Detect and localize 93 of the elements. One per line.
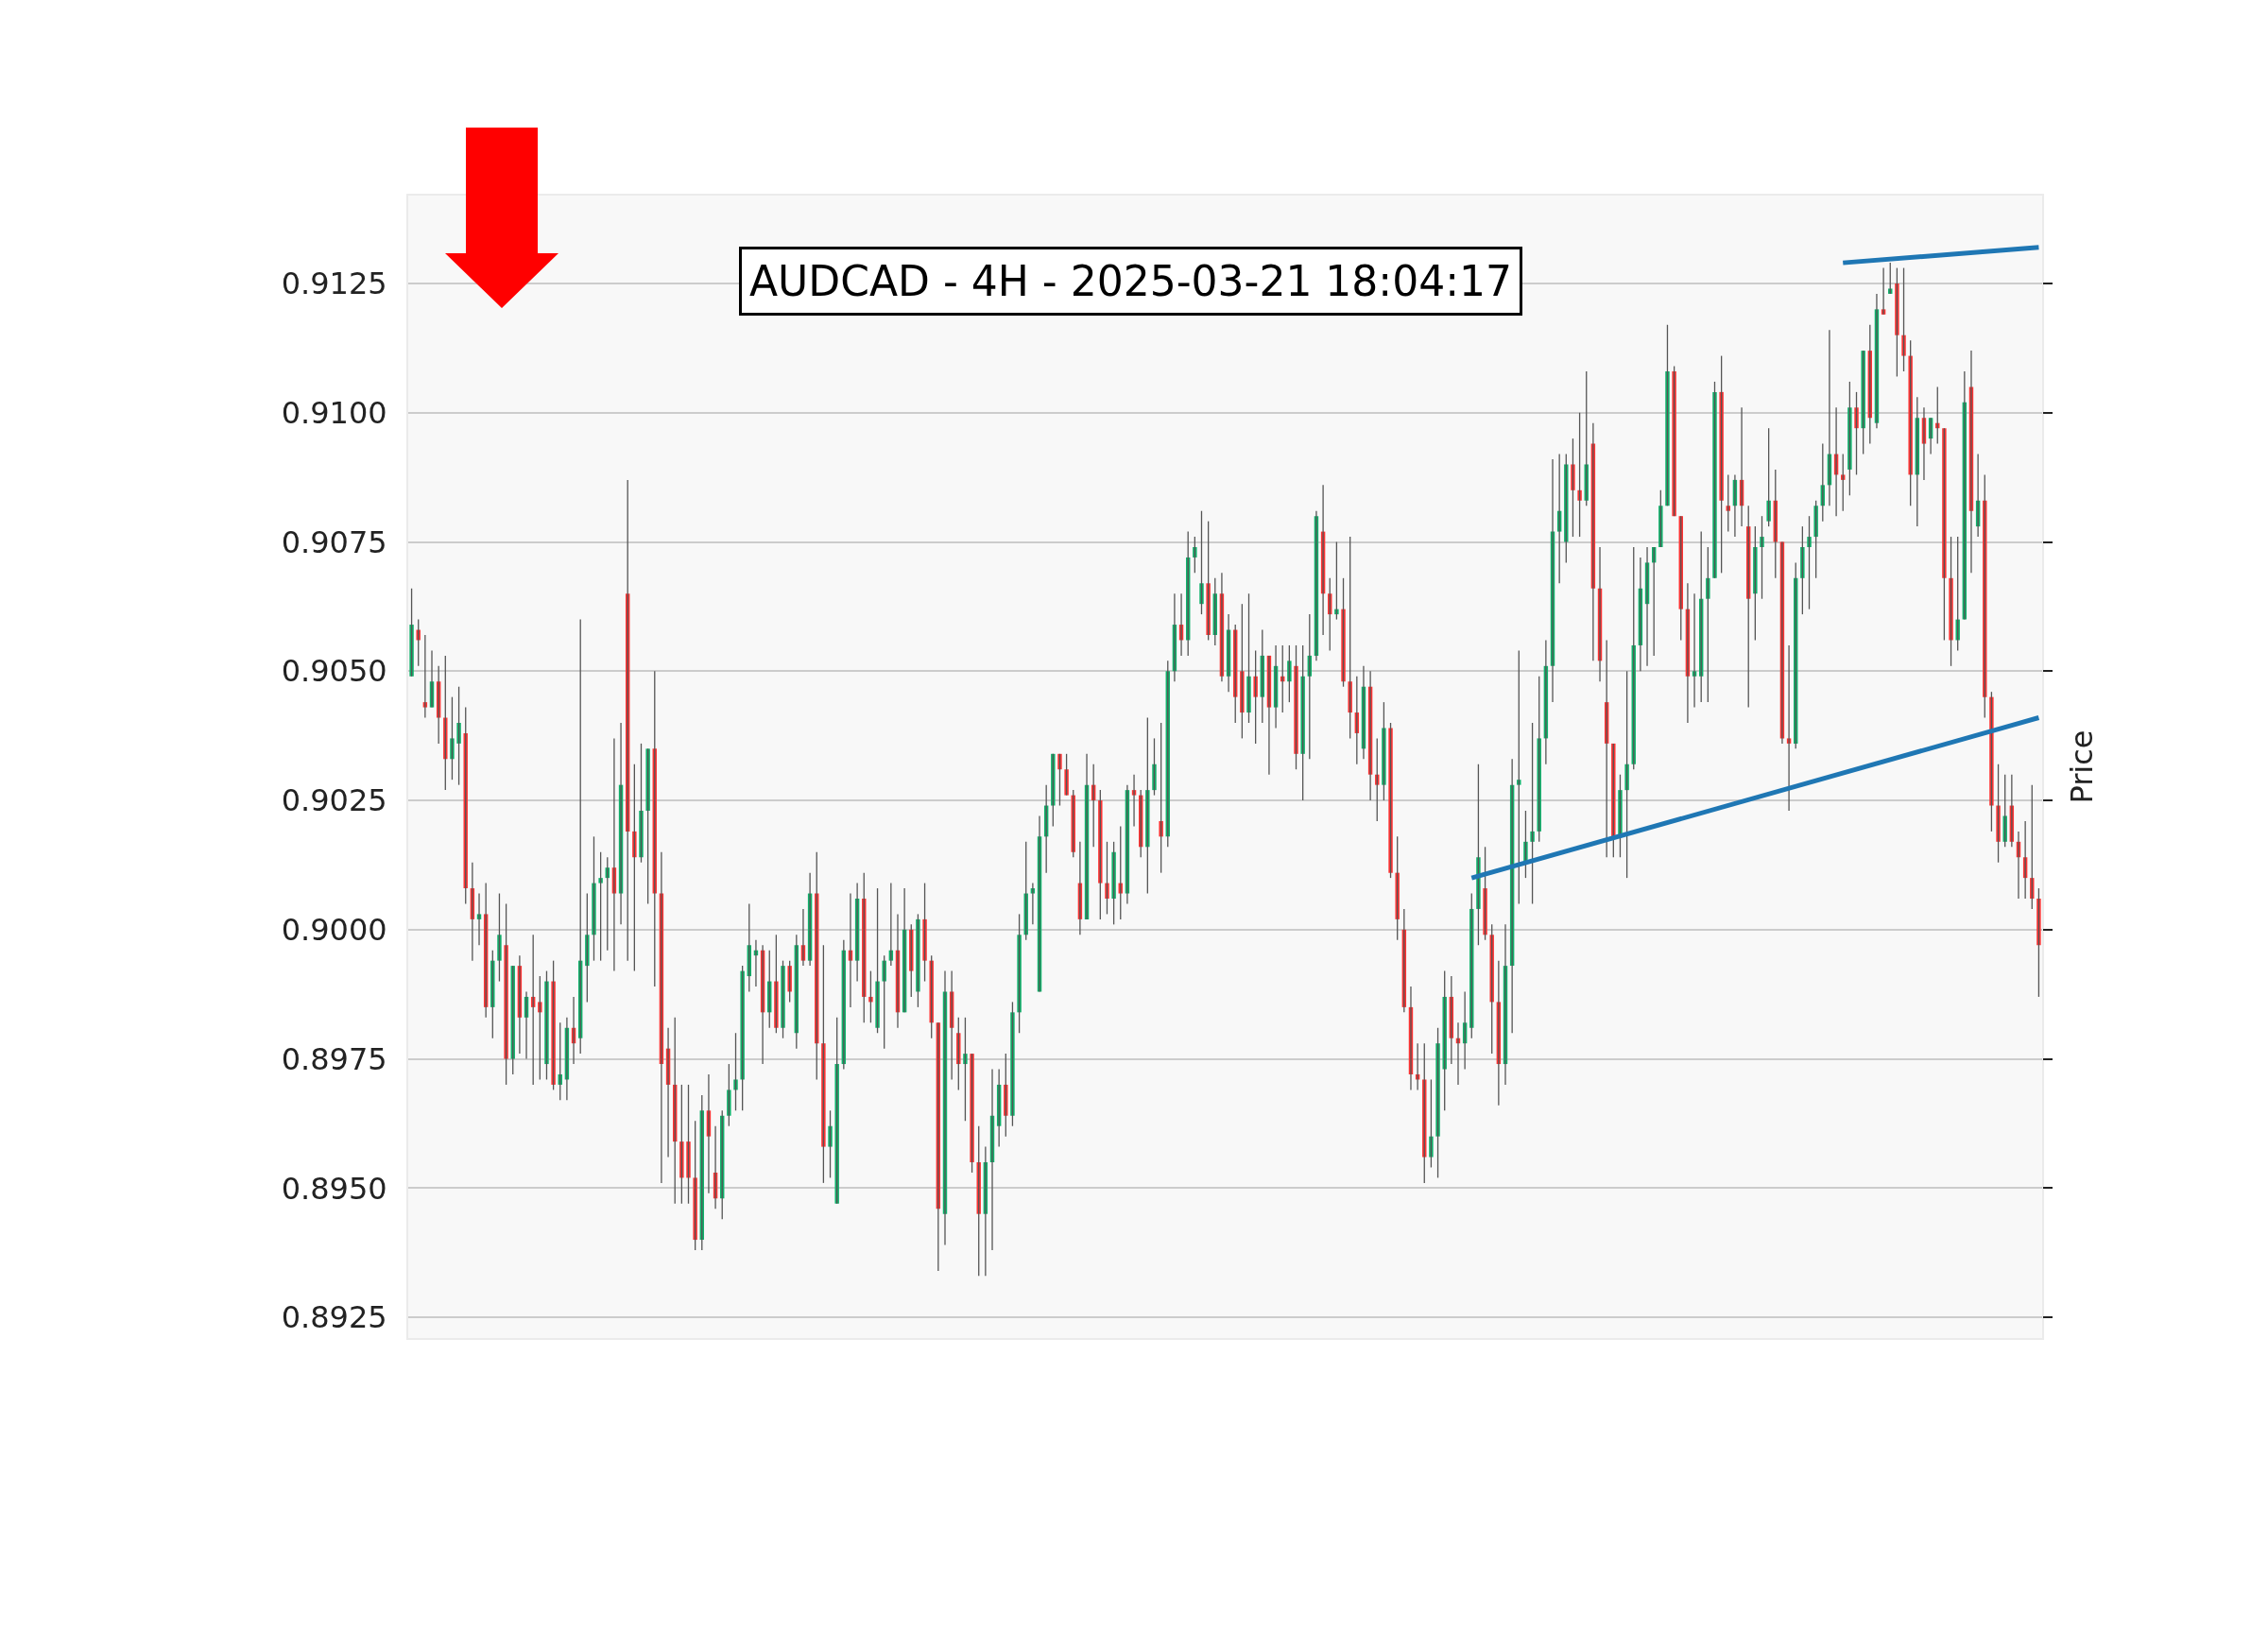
candlestick <box>1395 835 1400 941</box>
candlestick <box>821 944 826 1184</box>
y-tick-label: 0.9125 <box>281 266 387 302</box>
candlestick <box>2036 887 2041 998</box>
candlestick <box>1098 789 1103 920</box>
candlestick <box>1530 722 1535 905</box>
candlestick <box>1564 453 1569 564</box>
candlestick <box>970 1053 974 1174</box>
candlestick <box>1571 438 1575 538</box>
candlestick <box>781 960 785 1039</box>
candlestick <box>1908 339 1913 506</box>
candlestick <box>1813 500 1818 579</box>
candlestick <box>727 1063 731 1127</box>
candlestick <box>497 892 502 983</box>
y-tick-label: 0.9100 <box>281 394 387 431</box>
candlestick <box>409 588 414 678</box>
candlestick <box>1017 913 1022 1034</box>
candlestick <box>1064 753 1069 797</box>
candlestick <box>1300 644 1305 801</box>
candlestick <box>1658 489 1663 548</box>
candlestick <box>1382 701 1386 801</box>
candlestick <box>1854 391 1859 476</box>
candlestick <box>1753 525 1758 642</box>
candlestick <box>1388 722 1393 879</box>
candlestick <box>585 892 590 1004</box>
candlestick <box>1442 969 1447 1111</box>
candlestick <box>733 1032 738 1111</box>
candlestick <box>693 1120 697 1251</box>
candlestick <box>916 913 920 1008</box>
candlestick <box>834 1017 839 1205</box>
candlestick <box>828 1109 833 1179</box>
candlestick <box>1665 324 1670 506</box>
candlestick <box>1051 753 1056 828</box>
candlestick <box>1145 716 1150 895</box>
candlestick <box>490 950 495 1039</box>
y-tick-label: 0.8925 <box>281 1299 387 1336</box>
y-tick-label: 0.9025 <box>281 782 387 819</box>
candlestick <box>1010 1001 1015 1127</box>
candlestick <box>1004 1053 1008 1138</box>
y-tick-label: 0.9000 <box>281 912 387 949</box>
candlestick <box>645 747 650 905</box>
candlestick <box>1193 536 1197 574</box>
candlestick <box>922 882 927 983</box>
candlestick <box>1517 649 1521 905</box>
candlestick <box>1287 644 1292 703</box>
candlestick <box>740 965 745 1111</box>
candlestick <box>1996 764 2001 864</box>
candlestick <box>1766 427 1771 527</box>
candlestick <box>1577 412 1582 538</box>
candlestick <box>774 934 779 1034</box>
candlestick <box>504 902 508 1086</box>
candlestick <box>1847 381 1852 496</box>
candlestick <box>1861 350 1865 455</box>
candlestick <box>956 1017 961 1091</box>
candlestick <box>1800 525 1805 615</box>
candlestick <box>1807 515 1812 610</box>
candlestick <box>2030 784 2035 910</box>
candlestick <box>1240 603 1245 740</box>
candlestick <box>1895 266 1899 378</box>
candlestick <box>1348 536 1352 740</box>
candlestick <box>963 1017 968 1122</box>
candlestick <box>1253 649 1258 745</box>
candlestick <box>1706 546 1710 703</box>
candlestick <box>551 960 556 1091</box>
candlestick <box>1341 577 1346 688</box>
y-tick-label: 0.9075 <box>281 523 387 560</box>
candlestick <box>598 851 603 962</box>
candlestick <box>639 743 644 864</box>
candlestick <box>1719 354 1724 574</box>
candlestick <box>1672 365 1676 517</box>
candlestick <box>1901 266 1906 372</box>
candlestick <box>1199 510 1204 615</box>
candlestick <box>1942 427 1947 642</box>
candlestick <box>1206 521 1211 642</box>
candlestick <box>456 686 461 786</box>
candlestick <box>1435 1027 1440 1179</box>
candlestick <box>882 954 886 1050</box>
candlestick <box>1429 1078 1434 1169</box>
y-tick-label: 0.9050 <box>281 653 387 690</box>
y-axis-title: Price <box>2063 729 2100 804</box>
candlestick <box>450 696 455 781</box>
candlestick <box>1760 515 1764 600</box>
candlestick <box>1483 846 1487 941</box>
candlestick <box>538 975 542 1081</box>
candlestick <box>2002 774 2007 848</box>
y-tick-label: 0.8975 <box>281 1040 387 1077</box>
y-tick-label: 0.8950 <box>281 1170 387 1207</box>
candlestick <box>1111 841 1116 925</box>
candlestick <box>1712 381 1717 579</box>
text: AUDCAD - 4H - 2025-03-21 18:04:17 <box>749 257 1512 305</box>
candlestick <box>544 969 549 1081</box>
candlestick <box>1294 644 1298 770</box>
candlestick <box>875 887 880 1034</box>
